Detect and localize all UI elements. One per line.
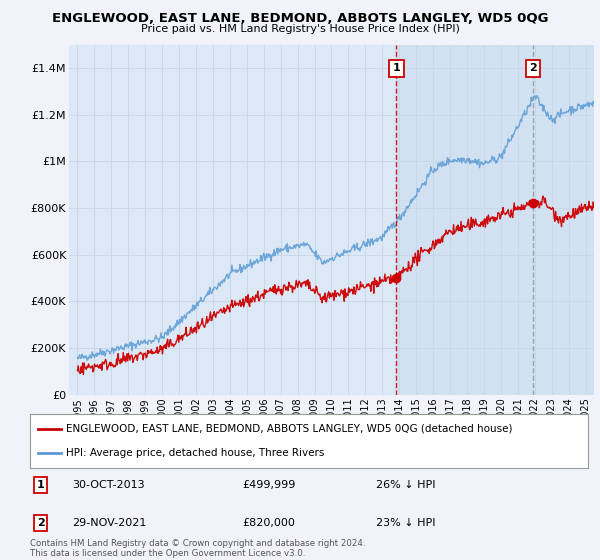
Text: 29-NOV-2021: 29-NOV-2021 [72,518,146,528]
Text: £820,000: £820,000 [242,518,295,528]
Text: 1: 1 [37,480,44,490]
Text: 26% ↓ HPI: 26% ↓ HPI [376,480,436,490]
Text: 1: 1 [392,63,400,73]
Text: 30-OCT-2013: 30-OCT-2013 [72,480,145,490]
Text: Contains HM Land Registry data © Crown copyright and database right 2024.
This d: Contains HM Land Registry data © Crown c… [30,539,365,558]
Text: £499,999: £499,999 [242,480,295,490]
Text: ENGLEWOOD, EAST LANE, BEDMOND, ABBOTS LANGLEY, WD5 0QG (detached house): ENGLEWOOD, EAST LANE, BEDMOND, ABBOTS LA… [66,424,513,434]
Text: 2: 2 [37,518,44,528]
Text: 23% ↓ HPI: 23% ↓ HPI [376,518,436,528]
Bar [397,45,594,395]
Text: 2: 2 [529,63,537,73]
Text: HPI: Average price, detached house, Three Rivers: HPI: Average price, detached house, Thre… [66,448,325,458]
Text: Price paid vs. HM Land Registry's House Price Index (HPI): Price paid vs. HM Land Registry's House … [140,24,460,34]
Text: ENGLEWOOD, EAST LANE, BEDMOND, ABBOTS LANGLEY, WD5 0QG: ENGLEWOOD, EAST LANE, BEDMOND, ABBOTS LA… [52,12,548,25]
